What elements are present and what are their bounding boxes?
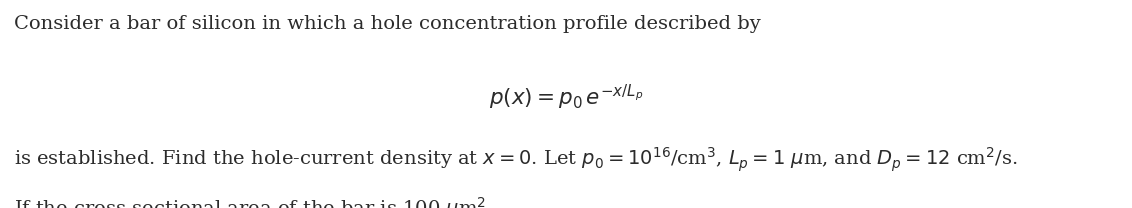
Text: If the cross-sectional area of the bar is 100 $\mu$m$^2$,: If the cross-sectional area of the bar i… [14, 196, 492, 208]
Text: $p(x) = p_0\, e^{-x/L_p}$: $p(x) = p_0\, e^{-x/L_p}$ [489, 83, 643, 112]
Text: is established. Find the hole-current density at $x = 0$. Let $p_0 = 10^{16}$/cm: is established. Find the hole-current de… [14, 146, 1018, 174]
Text: Consider a bar of silicon in which a hole concentration profile described by: Consider a bar of silicon in which a hol… [14, 15, 761, 33]
